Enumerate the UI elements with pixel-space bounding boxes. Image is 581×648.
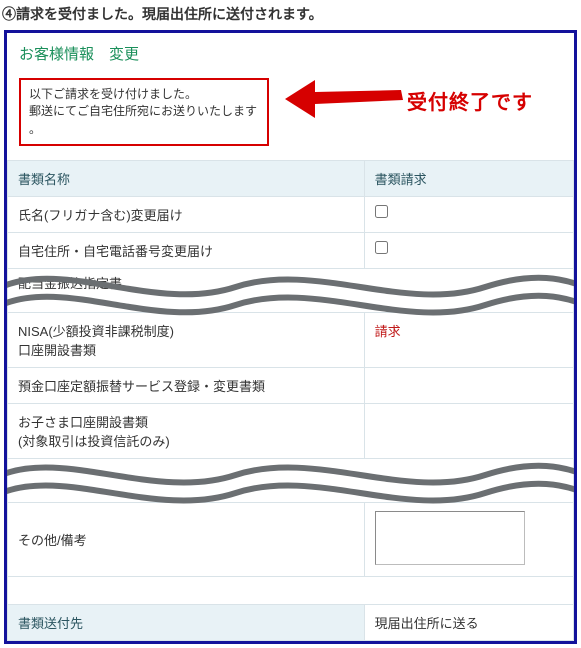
documents-table: 書類名称 書類請求 氏名(フリガナ含む)変更届け 自宅住所・自宅電話番号変更届け…	[7, 160, 574, 641]
customer-info-panel: お客様情報 変更 以下ご請求を受け付けました。 郵送にてご自宅住所宛にお送りいた…	[4, 30, 577, 644]
omitted-rows-wave: 配当金振込指定書	[8, 269, 574, 313]
table-row: 自宅住所・自宅電話番号変更届け	[8, 233, 574, 269]
send-to-label: 書類送付先	[8, 605, 365, 641]
accept-complete-label: 受付終了です	[407, 86, 533, 115]
table-header-row: 書類名称 書類請求	[8, 161, 574, 197]
confirmation-box: 以下ご請求を受け付けました。 郵送にてご自宅住所宛にお送りいたします 。	[19, 78, 269, 146]
red-arrow-icon	[277, 74, 407, 120]
omitted-rows-wave	[8, 459, 574, 503]
doc-request-checkbox[interactable]	[375, 205, 388, 218]
doc-name: 自宅住所・自宅電話番号変更届け	[8, 233, 365, 269]
footer-row: 書類送付先 現届出住所に送る	[8, 605, 574, 641]
panel-title: お客様情報 変更	[7, 33, 574, 72]
doc-name-line: NISA(少額投資非課税制度)	[18, 321, 354, 340]
confirm-line-2: 郵送にてご自宅住所宛にお送りいたします 。	[29, 103, 259, 138]
doc-request-checkbox[interactable]	[375, 241, 388, 254]
doc-name: お子さま口座開設書類 (対象取引は投資信託のみ)	[8, 404, 365, 459]
doc-name: NISA(少額投資非課税制度) 口座開設書類	[8, 313, 365, 368]
confirmation-area: 以下ご請求を受け付けました。 郵送にてご自宅住所宛にお送りいたします 。 受付終…	[7, 72, 574, 160]
doc-name: 氏名(フリガナ含む)変更届け	[8, 197, 365, 233]
confirm-line-1: 以下ご請求を受け付けました。	[29, 86, 259, 103]
wave-icon	[6, 265, 575, 317]
table-row: お子さま口座開設書類 (対象取引は投資信託のみ)	[8, 404, 574, 459]
request-status: 請求	[364, 313, 573, 368]
remarks-row: その他/備考	[8, 503, 574, 577]
step-heading: ④請求を受付ました。現届出住所に送付されます。	[0, 0, 581, 30]
send-to-value: 現届出住所に送る	[364, 605, 573, 641]
doc-name-line: お子さま口座開設書類	[18, 412, 354, 431]
col-header-request: 書類請求	[364, 161, 573, 197]
doc-name: 預金口座定額振替サービス登録・変更書類	[8, 368, 365, 404]
doc-name-line: (対象取引は投資信託のみ)	[18, 431, 354, 450]
remarks-textarea[interactable]	[375, 511, 525, 565]
table-row: NISA(少額投資非課税制度) 口座開設書類 請求	[8, 313, 574, 368]
doc-name-line: 口座開設書類	[18, 340, 354, 359]
col-header-name: 書類名称	[8, 161, 365, 197]
wave-icon	[6, 455, 575, 507]
remarks-label: その他/備考	[8, 503, 365, 577]
spacer-row	[8, 577, 574, 605]
table-row: 預金口座定額振替サービス登録・変更書類	[8, 368, 574, 404]
table-row: 氏名(フリガナ含む)変更届け	[8, 197, 574, 233]
